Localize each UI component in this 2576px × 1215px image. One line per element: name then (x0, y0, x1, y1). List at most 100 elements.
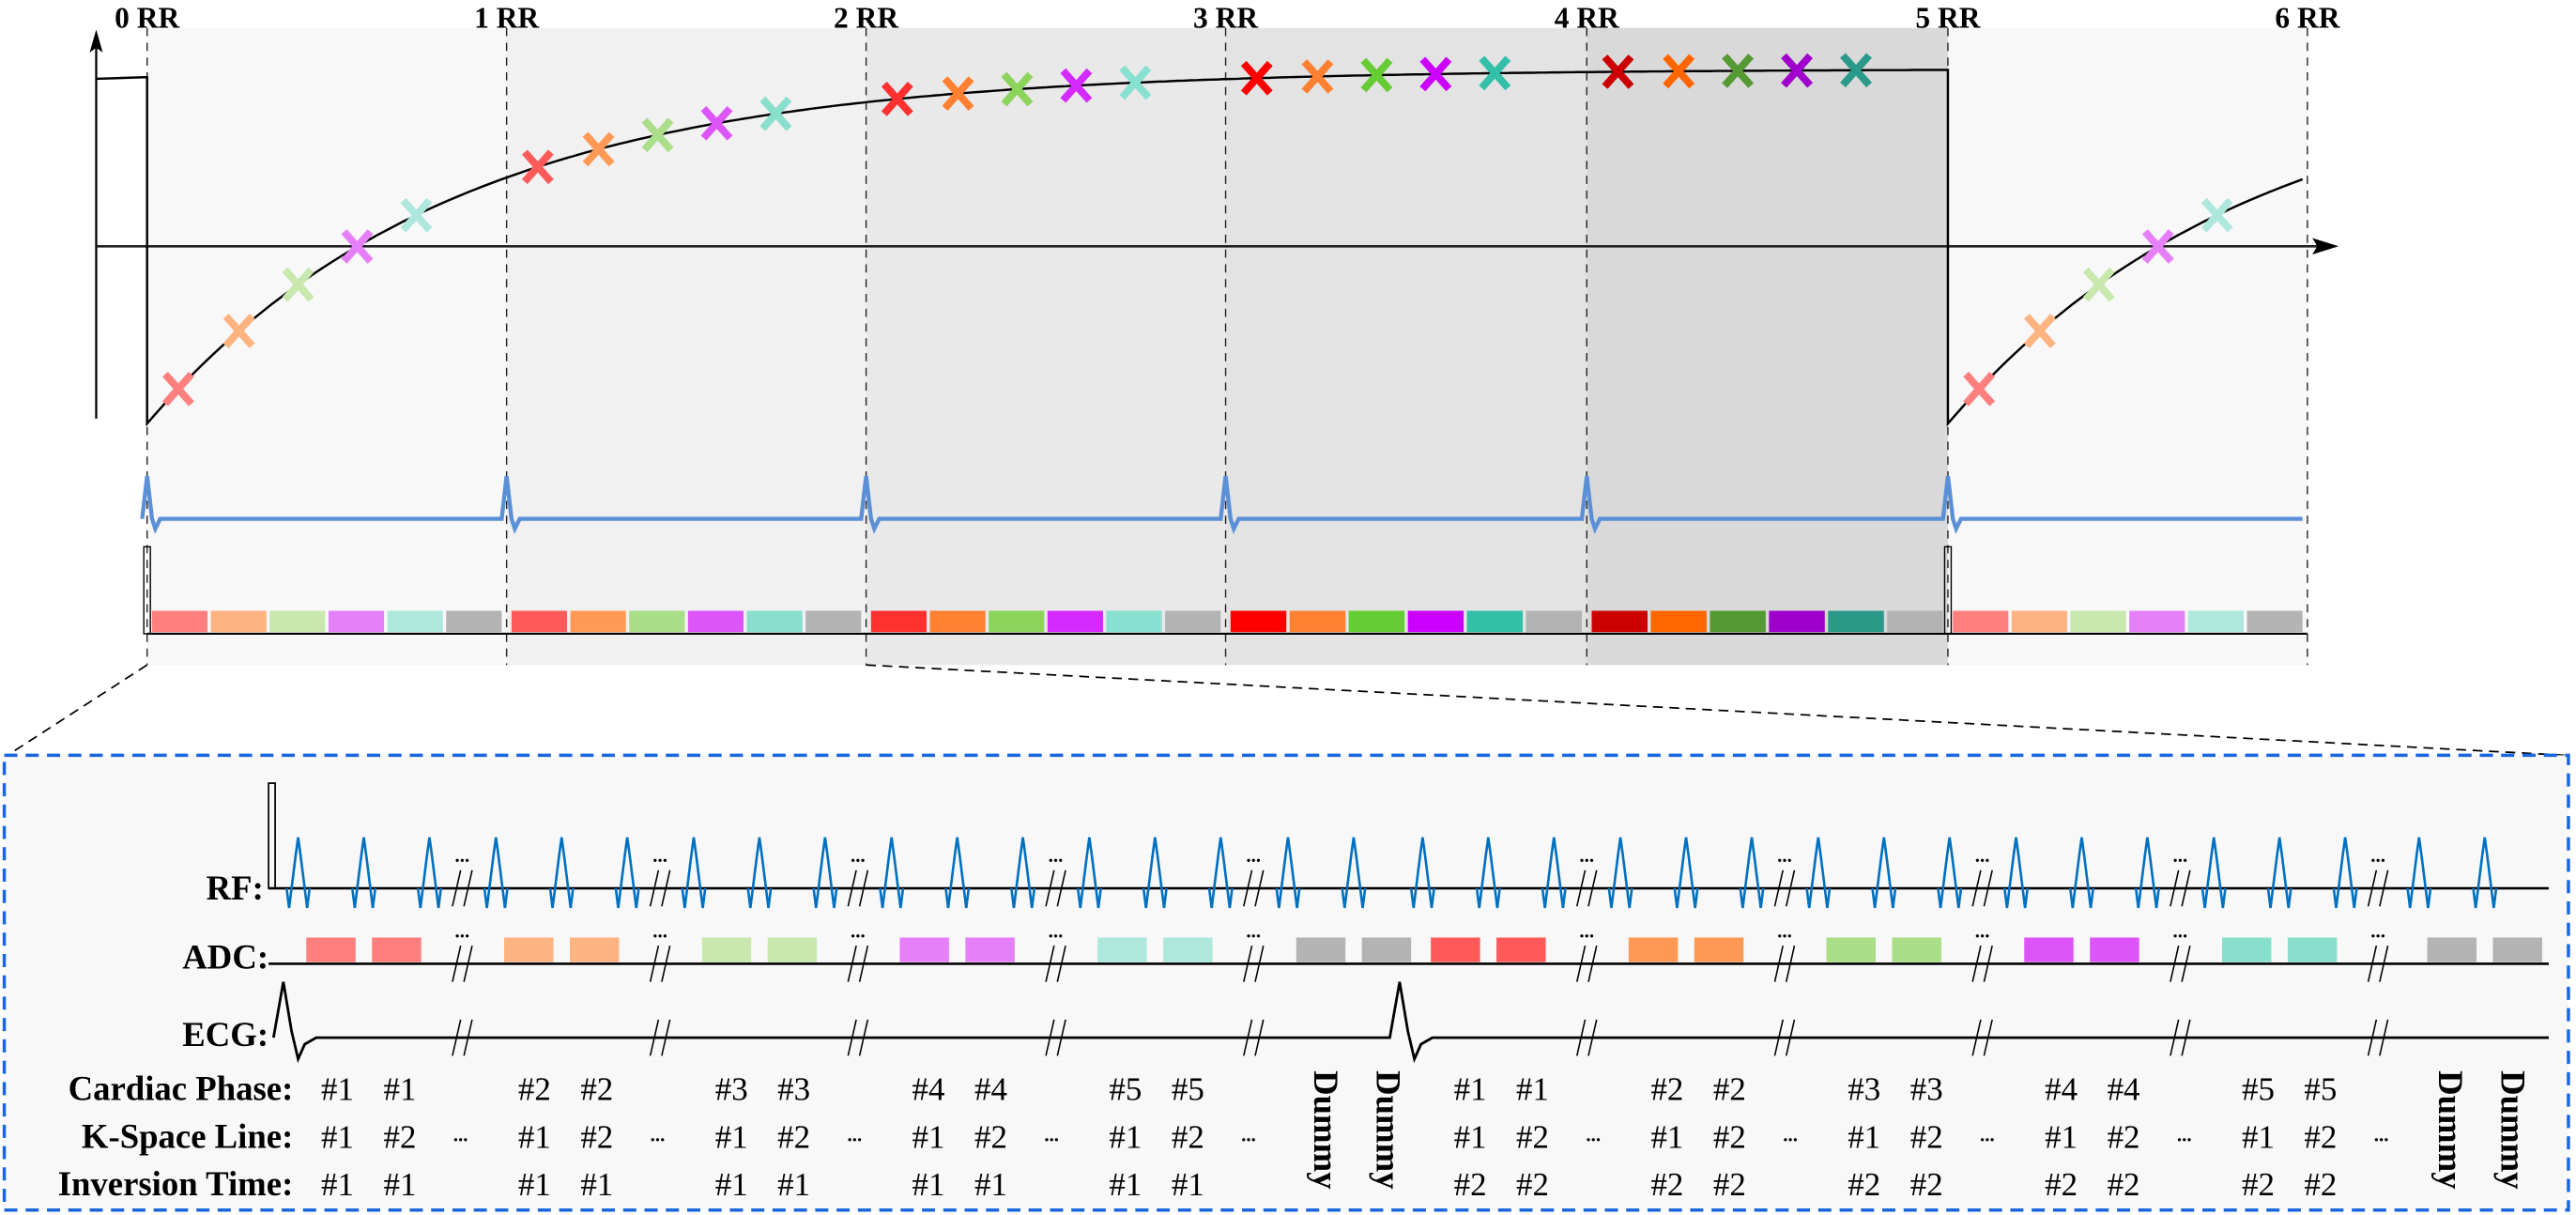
zoom-connector-right (866, 664, 2566, 757)
table-value: #3 (1910, 1071, 1943, 1108)
break-mark (1056, 869, 1066, 907)
marker-stroke (582, 131, 615, 167)
rf-pulse (1341, 837, 1367, 909)
sample-marker-x-icon (1360, 57, 1393, 93)
table-value: #2 (2045, 1166, 2078, 1203)
table-value: #1 (715, 1118, 748, 1155)
table-value: #1 (383, 1166, 416, 1203)
zoom-connector-lines (7, 664, 2566, 757)
sample-marker-x-icon (641, 117, 674, 153)
table-value: #1 (974, 1166, 1007, 1203)
readout-block (2187, 610, 2245, 633)
break-mark (1243, 869, 1253, 907)
table-value: #1 (321, 1118, 354, 1155)
break-mark (1971, 946, 1982, 982)
adc-window (1628, 937, 1679, 962)
table-value: #1 (777, 1166, 810, 1203)
sample-marker-x-icon (881, 82, 913, 116)
marker-stroke (1963, 371, 1996, 407)
break-mark (1243, 946, 1253, 982)
adc-window (2287, 937, 2338, 962)
break-mark (452, 869, 462, 907)
break-mark (2170, 869, 2180, 907)
table-value: #2 (2304, 1118, 2337, 1155)
break-mark (847, 869, 857, 907)
readout-block (446, 610, 502, 633)
table-value: #5 (2242, 1071, 2275, 1108)
ellipsis: ... (851, 919, 866, 942)
rf-pulse (1207, 837, 1234, 909)
rf-pulse (285, 837, 312, 909)
break-mark (1971, 869, 1982, 907)
readout-block (2070, 610, 2126, 633)
marker-stroke (1602, 54, 1634, 89)
readout-block (387, 610, 443, 633)
table-value: #2 (1713, 1071, 1746, 1108)
adc-window (306, 937, 356, 962)
rf-pulse (1275, 837, 1301, 909)
table-value: #2 (1910, 1118, 1943, 1155)
adc-window (767, 937, 818, 962)
break-mark (1785, 946, 1796, 982)
marker-stroke (942, 76, 974, 111)
readout-block (570, 610, 626, 633)
marker-stroke (1001, 71, 1034, 107)
break-mark (1056, 946, 1066, 982)
marker-stroke (282, 267, 314, 302)
ellipsis: ... (1586, 1123, 1601, 1146)
rf-pulse (1871, 837, 1897, 909)
adc-window (899, 937, 949, 962)
readout-block (746, 610, 803, 633)
adc-window (1826, 937, 1877, 962)
ellipsis: ... (1241, 1123, 1256, 1146)
table-value: #2 (2304, 1166, 2337, 1203)
readout-block (1650, 610, 1707, 633)
ellipsis: ... (1579, 844, 1594, 867)
adc-window (2090, 937, 2139, 962)
table-value: #1 (1848, 1118, 1880, 1155)
break-mark (858, 946, 869, 982)
adc-window (2221, 937, 2272, 962)
marker-stroke (1419, 56, 1452, 92)
adc-window (1431, 937, 1480, 962)
readout-block (269, 610, 326, 633)
rr-interval-background (146, 27, 507, 666)
rr-label: 6 RR (2275, 2, 2339, 35)
sample-marker-x-icon (700, 105, 733, 141)
ellipsis: ... (1975, 844, 1990, 867)
y-axis-arrow-icon (89, 29, 103, 53)
break-mark (1785, 869, 1796, 907)
rf-pulse (1805, 837, 1832, 909)
marker-stroke (1722, 54, 1755, 88)
rf-pulse (416, 837, 442, 909)
ellipsis: ... (847, 1123, 862, 1146)
table-value: #1 (518, 1166, 551, 1203)
sample-marker-x-icon (2082, 267, 2115, 302)
rf-pulse (1142, 837, 1168, 909)
adc-window (965, 937, 1015, 962)
rf-pulse (1409, 837, 1435, 909)
dummy-label: Dummy (1369, 1070, 1407, 1189)
adc-window (1097, 937, 1147, 962)
sample-marker-x-icon (2141, 229, 2174, 264)
marker-stroke (881, 82, 913, 116)
readout-block (1526, 610, 1583, 633)
marker-stroke (1240, 60, 1273, 96)
table-value: #5 (1109, 1071, 1142, 1108)
table-value: #1 (1109, 1166, 1142, 1203)
readout-block (989, 610, 1045, 633)
readout-block (1165, 610, 1221, 633)
rr-interval-background (1587, 27, 1948, 666)
table-value: #3 (777, 1071, 810, 1108)
readout-block (2246, 610, 2303, 633)
rf-pulse (614, 837, 640, 909)
adc-label: ADC: (182, 938, 268, 977)
ellipsis: ... (455, 844, 470, 867)
break-mark (661, 869, 671, 907)
readout-block (1769, 610, 1825, 633)
rr-label: 5 RR (1915, 2, 1980, 35)
x-axis-arrow-icon (2312, 238, 2339, 255)
marker-stroke (1781, 53, 1814, 88)
table-value: #2 (2108, 1166, 2140, 1203)
table-value: #2 (1713, 1166, 1746, 1203)
